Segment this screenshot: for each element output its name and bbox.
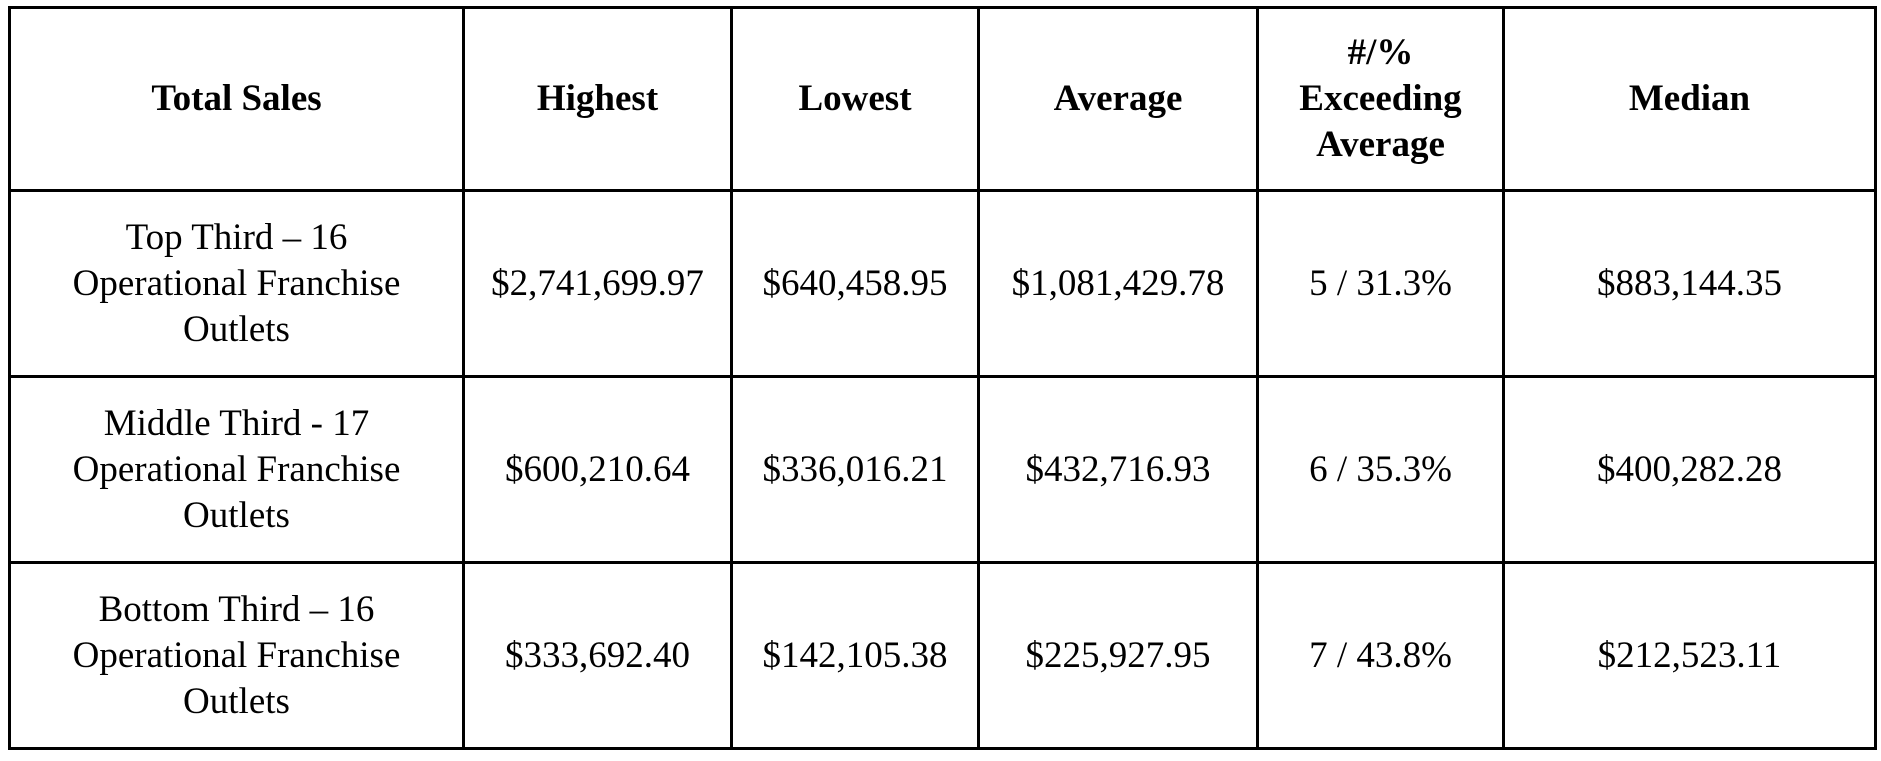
- table-row: Middle Third - 17 Operational Franchise …: [8, 375, 1877, 564]
- row-label: Middle Third - 17 Operational Franchise …: [8, 375, 465, 564]
- cell-highest: $333,692.40: [462, 561, 733, 750]
- row-label: Top Third – 16 Operational Franchise Out…: [8, 189, 465, 378]
- cell-lowest: $142,105.38: [730, 561, 980, 750]
- header-highest: Highest: [462, 6, 733, 192]
- cell-average: $225,927.95: [977, 561, 1259, 750]
- cell-highest: $2,741,699.97: [462, 189, 733, 378]
- cell-exceeding: 5 / 31.3%: [1256, 189, 1505, 378]
- header-lowest: Lowest: [730, 6, 980, 192]
- row-label: Bottom Third – 16 Operational Franchise …: [8, 561, 465, 750]
- cell-exceeding: 7 / 43.8%: [1256, 561, 1505, 750]
- header-median: Median: [1502, 6, 1877, 192]
- header-total-sales: Total Sales: [8, 6, 465, 192]
- cell-median: $212,523.11: [1502, 561, 1877, 750]
- table-row: Bottom Third – 16 Operational Franchise …: [8, 561, 1877, 750]
- sales-summary-table: Total Sales Highest Lowest Average #/% E…: [8, 6, 1877, 750]
- cell-average: $432,716.93: [977, 375, 1259, 564]
- header-row: Total Sales Highest Lowest Average #/% E…: [8, 6, 1877, 192]
- cell-exceeding: 6 / 35.3%: [1256, 375, 1505, 564]
- cell-median: $400,282.28: [1502, 375, 1877, 564]
- header-exceeding-average: #/% Exceeding Average: [1256, 6, 1505, 192]
- cell-highest: $600,210.64: [462, 375, 733, 564]
- cell-lowest: $336,016.21: [730, 375, 980, 564]
- table-row: Top Third – 16 Operational Franchise Out…: [8, 189, 1877, 378]
- cell-average: $1,081,429.78: [977, 189, 1259, 378]
- header-average: Average: [977, 6, 1259, 192]
- cell-lowest: $640,458.95: [730, 189, 980, 378]
- cell-median: $883,144.35: [1502, 189, 1877, 378]
